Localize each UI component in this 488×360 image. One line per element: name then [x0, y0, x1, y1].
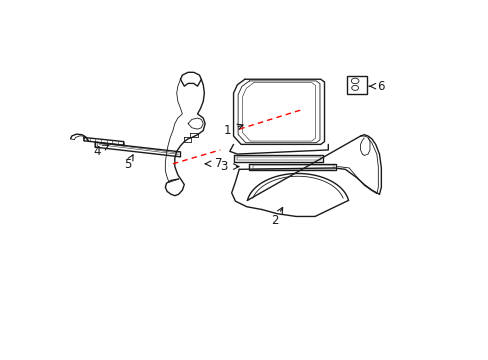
Text: 7: 7	[214, 157, 222, 170]
Bar	[346, 76, 366, 94]
Text: 5: 5	[124, 158, 131, 171]
Text: 4: 4	[93, 145, 101, 158]
Text: 2: 2	[271, 213, 279, 226]
Text: 3: 3	[220, 160, 227, 173]
Text: 6: 6	[377, 80, 385, 93]
Text: 1: 1	[223, 124, 230, 138]
